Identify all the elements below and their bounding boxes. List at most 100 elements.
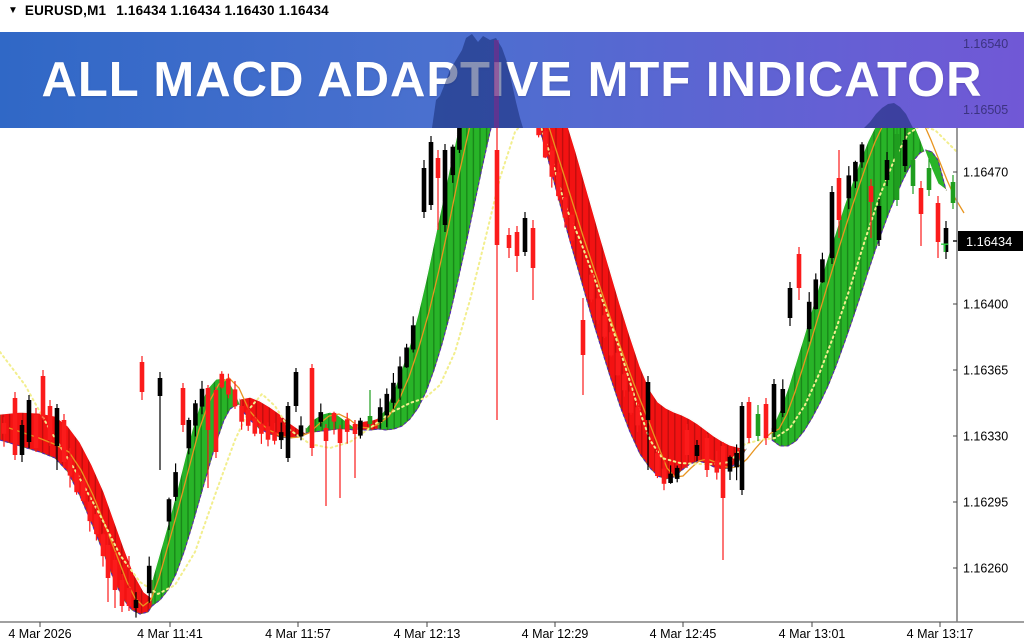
candle	[884, 152, 890, 186]
price-axis-label: 1.16470	[963, 166, 1008, 180]
candle	[293, 368, 299, 412]
candle	[331, 411, 337, 435]
candle	[661, 460, 667, 491]
time-axis-label: 4 Mar 11:57	[265, 627, 331, 640]
candle	[54, 404, 60, 470]
candle	[820, 252, 825, 283]
candle	[602, 305, 607, 339]
candle	[298, 416, 304, 441]
promo-banner: ALL MACD ADAPTIVE MTF INDICATOR	[0, 32, 1024, 128]
candle	[836, 150, 842, 238]
candle	[556, 162, 561, 201]
candle	[259, 420, 264, 444]
candle	[829, 186, 835, 264]
price-axis-label: 1.16400	[963, 298, 1008, 312]
candle	[704, 434, 710, 477]
candle	[615, 345, 621, 376]
candle	[787, 282, 793, 326]
candle	[157, 372, 163, 470]
candle	[935, 196, 941, 258]
candle	[739, 402, 745, 495]
candle	[428, 136, 434, 210]
candle	[608, 329, 614, 357]
candle	[391, 373, 396, 409]
candle	[714, 450, 720, 480]
candle	[846, 166, 852, 210]
candle	[549, 145, 555, 188]
candle	[442, 144, 448, 232]
candle	[239, 399, 244, 430]
candle	[133, 592, 139, 618]
candle	[19, 420, 25, 462]
candle	[12, 392, 18, 460]
candle	[569, 214, 574, 247]
candle	[146, 556, 152, 603]
candle	[199, 380, 205, 415]
candle	[727, 455, 733, 480]
price-axis-label: 1.16330	[963, 430, 1008, 444]
candle	[100, 533, 106, 567]
candle	[245, 404, 251, 431]
candle	[694, 440, 700, 461]
candle	[219, 371, 225, 389]
candle	[522, 212, 528, 256]
candle	[435, 150, 441, 230]
candle	[367, 390, 373, 430]
candle	[580, 298, 586, 395]
candle	[61, 414, 67, 468]
candle	[622, 372, 627, 397]
candle	[309, 364, 315, 456]
price-axis-label: 1.16295	[963, 496, 1008, 510]
symbol-dropdown-icon[interactable]: ▼	[8, 5, 18, 16]
trade-marker: T	[941, 241, 949, 255]
time-axis-label: 4 Mar 13:01	[779, 627, 846, 640]
time-axis-label: 4 Mar 2026	[8, 627, 71, 640]
candle	[734, 444, 739, 481]
candle	[910, 151, 916, 194]
time-axis-label: 4 Mar 12:13	[394, 627, 461, 640]
symbol-timeframe-label: EURUSD,M1	[24, 3, 107, 18]
candle	[542, 124, 548, 159]
candle	[67, 448, 73, 488]
candle	[252, 415, 258, 437]
candle	[232, 381, 238, 409]
candle	[943, 221, 949, 259]
candle	[126, 556, 132, 611]
candle	[780, 379, 786, 418]
candle	[323, 424, 329, 506]
candle	[514, 226, 520, 272]
candle	[166, 497, 172, 531]
candle	[278, 422, 284, 449]
candle	[796, 247, 802, 300]
candle	[173, 463, 178, 501]
candle	[397, 356, 403, 400]
candle	[530, 220, 536, 300]
time-axis-label: 4 Mar 11:41	[137, 627, 203, 640]
mtf-slow-line-yellow	[0, 114, 958, 596]
candle	[33, 408, 39, 452]
candle	[105, 532, 111, 602]
candle	[404, 343, 409, 368]
candle	[337, 425, 343, 498]
candle	[94, 507, 99, 541]
candle	[410, 316, 416, 353]
time-axis-label: 4 Mar 12:45	[650, 627, 717, 640]
candle	[272, 422, 277, 445]
candle	[139, 356, 145, 400]
candle	[344, 412, 350, 444]
candle	[894, 127, 900, 206]
candle	[813, 273, 819, 310]
candle	[635, 402, 640, 433]
ohlc-quote-text: 1.16434 1.16434 1.16430 1.16434	[116, 3, 329, 18]
candle	[377, 398, 383, 429]
candle	[74, 470, 79, 495]
current-price-tag: 1.16434	[953, 231, 1023, 251]
candle	[352, 420, 358, 478]
candle	[112, 552, 118, 608]
candle	[868, 179, 874, 238]
candle	[226, 373, 231, 399]
candle	[684, 424, 690, 468]
svg-text:1.16434: 1.16434	[966, 234, 1012, 249]
